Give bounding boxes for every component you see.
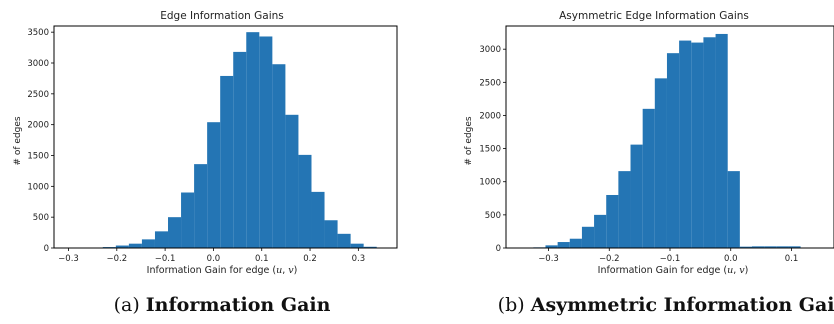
chart-a-bar [311, 191, 325, 248]
chart-a-bar [207, 122, 221, 248]
chart-a-ytick-label: 3500 [27, 28, 49, 38]
chart-a-frame [53, 25, 398, 249]
chart-a-ytick-label: 0 [44, 244, 49, 254]
chart-a-xtick-label: 0.2 [303, 254, 317, 264]
chart-b-bar [581, 226, 595, 248]
caption-a: (a) Information Gain [114, 294, 331, 316]
chart-a-title: Edge Information Gains [160, 10, 284, 22]
chart-a-ytick-label: 1500 [27, 152, 49, 162]
chart-b-bar [569, 238, 582, 248]
chart-b-bar [715, 33, 728, 249]
chart-a-xtick-label: −0.1 [155, 254, 176, 264]
chart-a-bar [350, 243, 364, 248]
chart-a-ytick-label: 2500 [27, 90, 49, 100]
chart-a-bar [141, 239, 155, 248]
chart-b-bar [703, 37, 716, 248]
chart-b-xtick-label: 0.1 [785, 254, 799, 264]
chart-a-xtick-label: −0.3 [58, 254, 79, 264]
chart-b-ytick-label: 500 [485, 211, 501, 221]
chart-a-bar [363, 246, 377, 248]
chart-panel-b: Asymmetric Edge Information Gains −0.3 −0… [464, 10, 834, 316]
chart-b-ylabel: # of edges [464, 116, 474, 165]
chart-b-bar [788, 246, 801, 248]
chart-b-bar [606, 194, 619, 248]
chart-b-ytick-label: 1000 [479, 178, 501, 188]
chart-a-bar [298, 154, 312, 248]
chart-a-bar [128, 243, 142, 248]
chart-b-title: Asymmetric Edge Information Gains [559, 10, 749, 22]
chart-a-xtick-label: 0.0 [207, 254, 221, 264]
chart-b-bar [764, 246, 777, 248]
chart-a-ytick-label: 3000 [27, 59, 49, 69]
chart-b-bar [752, 246, 765, 248]
chart-b-xlabel: Information Gain for edge (u, v) [598, 265, 749, 276]
chart-b-plot-area: −0.3 −0.2 −0.1 0.0 0.1 0 500 1000 1500 2000 2500 30… [479, 25, 834, 264]
chart-b-bar [679, 40, 692, 248]
chart-b-xtick-label: −0.1 [660, 254, 681, 264]
chart-b-ytick-label: 3000 [479, 45, 501, 55]
chart-a-ytick-label: 1000 [27, 182, 49, 192]
chart-b-ytick-label: 0 [496, 244, 501, 254]
chart-b-xtick-label: 0.0 [724, 254, 738, 264]
chart-a-bar [337, 233, 351, 248]
chart-b-bar [545, 245, 558, 248]
chart-a-xlabel: Information Gain for edge (u, v) [147, 265, 298, 276]
chart-b-bar [557, 242, 570, 248]
chart-b-bar [691, 42, 704, 248]
chart-a-bar [154, 231, 169, 248]
chart-a-bar [272, 64, 286, 248]
chart-a-xtick-label: −0.2 [106, 254, 127, 264]
chart-a-bar [285, 114, 299, 248]
chart-a-bar [181, 192, 195, 248]
chart-panel-a: Edge Information Gains −0.3 −0.2 −0.1 0.0 0.… [13, 10, 398, 316]
chart-b-xtick-label: −0.3 [538, 254, 559, 264]
chart-b-bar [654, 78, 667, 248]
chart-b-bar [739, 246, 752, 248]
chart-b-bar [776, 246, 789, 248]
caption-b: (b) Asymmetric Information Gain [498, 294, 834, 316]
chart-a-bar [259, 36, 273, 249]
chart-b-bar [642, 108, 655, 248]
chart-b-xtick-label: −0.2 [599, 254, 620, 264]
chart-a-bar [220, 75, 234, 248]
chart-b-ytick-label: 2500 [479, 78, 501, 88]
chart-a-ytick-label: 500 [33, 213, 49, 223]
chart-a-plot-area: −0.3 −0.2 −0.1 0.0 0.1 0.2 0.3 0 500 1000 1500 2000… [27, 25, 398, 264]
chart-a-xtick-label: 0.1 [255, 254, 269, 264]
chart-a-xtick-label: 0.3 [352, 254, 366, 264]
chart-a-bar [115, 245, 129, 248]
chart-a-bar [324, 220, 338, 248]
chart-b-bar [666, 53, 680, 248]
chart-b-bar [618, 171, 631, 248]
chart-a-bar [168, 217, 182, 248]
chart-a-ylabel: # of edges [13, 116, 23, 165]
chart-b-ytick-label: 1500 [479, 145, 501, 155]
chart-a-bar [194, 164, 208, 248]
chart-a-ytick-label: 2000 [27, 121, 49, 131]
chart-a-bar [246, 32, 260, 248]
chart-b-bar [727, 171, 740, 248]
chart-b-bar [594, 214, 607, 248]
chart-b-bar [630, 144, 643, 248]
chart-a-bar [233, 51, 247, 249]
chart-b-ytick-label: 2000 [479, 111, 501, 121]
